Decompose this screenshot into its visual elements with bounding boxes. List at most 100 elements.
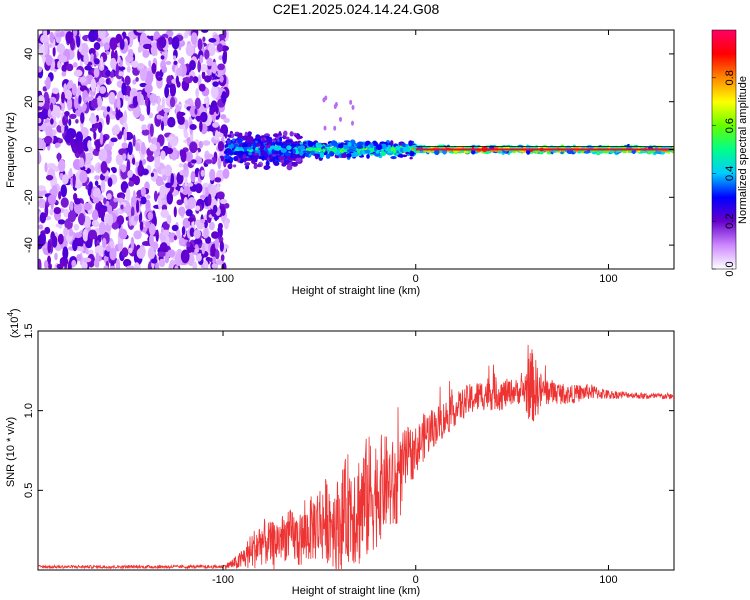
spectrogram-cell: [209, 257, 213, 263]
spectrogram-cell: [173, 235, 177, 241]
spectrogram-cell: [95, 252, 100, 265]
spectrogram-cell: [45, 174, 54, 181]
spectrogram-cell: [49, 96, 57, 105]
spectrogram-cell: [120, 164, 127, 173]
x-tick-label: 0: [413, 574, 419, 586]
spectrogram-cell: [174, 265, 179, 269]
spectrogram-cell: [45, 54, 53, 66]
spectrogram-cell: [146, 85, 151, 99]
spectrogram-cell: [351, 104, 355, 110]
spectrogram-cell: [97, 30, 107, 40]
spectrogram-cell: [85, 184, 89, 190]
spectrogram-cell: [115, 63, 119, 77]
spectrogram-cell: [166, 191, 174, 205]
spectrogram-cell: [164, 164, 173, 177]
spectrogram-cell: [100, 161, 108, 174]
spectrogram-cell: [58, 191, 62, 200]
spectrogram-cell: [98, 148, 108, 162]
spectrogram-cell: [248, 151, 253, 156]
spectrogram-cell: [326, 146, 330, 150]
spectrogram-cell: [38, 185, 46, 192]
spectrogram-cell: [60, 184, 67, 198]
spectrogram-cell: [111, 167, 117, 174]
spectrogram-cell: [310, 150, 315, 156]
spectrogram-cell: [99, 86, 107, 94]
spectrogram-cell: [275, 141, 283, 146]
y-tick-label: -40: [23, 237, 35, 253]
spectrogram-cell: [366, 154, 370, 159]
spectrogram-cell: [189, 75, 194, 82]
spectrogram-cell: [291, 161, 298, 166]
spectrogram-cell: [98, 77, 105, 85]
spectrogram-cell: [57, 138, 64, 144]
spectrogram-cell: [43, 91, 49, 103]
spectrogram-cell: [186, 241, 191, 248]
spectrogram-cell: [206, 57, 213, 67]
spectrogram-cell: [157, 251, 166, 258]
spectrogram-cell: [337, 143, 344, 149]
snr-series-line: [38, 344, 674, 570]
spectrogram-cell: [46, 162, 56, 169]
spectrogram-cell: [140, 186, 146, 197]
spectrogram-cell: [227, 134, 232, 138]
spectrogram-cell: [331, 148, 337, 152]
spectrogram-cell: [164, 112, 168, 119]
spectrogram-cell: [357, 141, 364, 146]
spectrogram-cell: [132, 134, 136, 147]
spectrogram-cell: [74, 198, 81, 205]
spectrogram-cell: [116, 111, 123, 118]
spectrogram-cell: [302, 150, 308, 153]
spectrogram-cell: [275, 154, 280, 161]
spectrogram-cell: [211, 156, 217, 165]
spectrogram-cell: [390, 156, 397, 160]
spectrogram-cell: [87, 253, 96, 268]
spectrogram-cell: [89, 127, 97, 132]
spectrogram-cell: [167, 249, 176, 258]
spectrogram-cell: [158, 258, 166, 268]
colorbar-bar: [711, 29, 737, 270]
spectrogram-cell: [599, 149, 604, 153]
spectrogram-cell: [88, 30, 97, 43]
spectrogram-cell: [265, 137, 271, 141]
spectrogram-cell: [185, 209, 193, 217]
spectrogram-cell: [151, 62, 157, 74]
spectrogram-cell: [88, 47, 96, 56]
spectrogram-cell: [130, 206, 135, 219]
spectrogram-cell: [123, 258, 132, 267]
spectrogram-cell: [409, 150, 415, 157]
spectrogram-cell: [61, 71, 66, 77]
spectrogram-cell: [217, 63, 225, 71]
spectrogram-cell: [91, 220, 96, 226]
spectrogram-cell: [164, 85, 170, 98]
spectrogram-cell: [183, 162, 188, 171]
spectrogram-cell: [583, 150, 591, 154]
spectrogram-cell: [173, 60, 178, 66]
spectrogram-cell: [278, 131, 282, 137]
spectrogram-cell: [74, 235, 83, 247]
spectrogram-cell: [181, 226, 186, 236]
spectrogram-cell: [165, 147, 174, 154]
spectrogram-cell: [137, 164, 142, 173]
spectrogram-cell: [198, 83, 206, 92]
spectrogram-cell: [109, 247, 117, 261]
spectrogram-cell: [227, 163, 233, 170]
spectrogram-cell: [62, 246, 69, 261]
spectrogram-cell: [162, 229, 170, 237]
spectrogram-cell: [79, 76, 87, 84]
spectrogram-cell: [222, 168, 230, 179]
spectrogram-cell: [45, 125, 53, 138]
spectrogram-cell: [130, 60, 139, 68]
spectrogram-cell: [69, 167, 73, 178]
spectrogram-cell: [208, 221, 215, 231]
spectrogram-cell: [110, 57, 117, 70]
spectrogram-cell: [221, 91, 227, 104]
spectrogram-cell: [69, 200, 74, 212]
spectrogram-cell: [107, 177, 113, 188]
spectrogram-cell: [402, 142, 406, 148]
spectrogram-cell: [390, 147, 396, 152]
spectrogram-cell: [73, 201, 82, 214]
snr-scale-note: (x104): [6, 308, 21, 338]
spectrogram-cell: [168, 262, 173, 269]
spectrogram-cell: [268, 154, 273, 160]
spectrogram-cell: [94, 122, 100, 129]
